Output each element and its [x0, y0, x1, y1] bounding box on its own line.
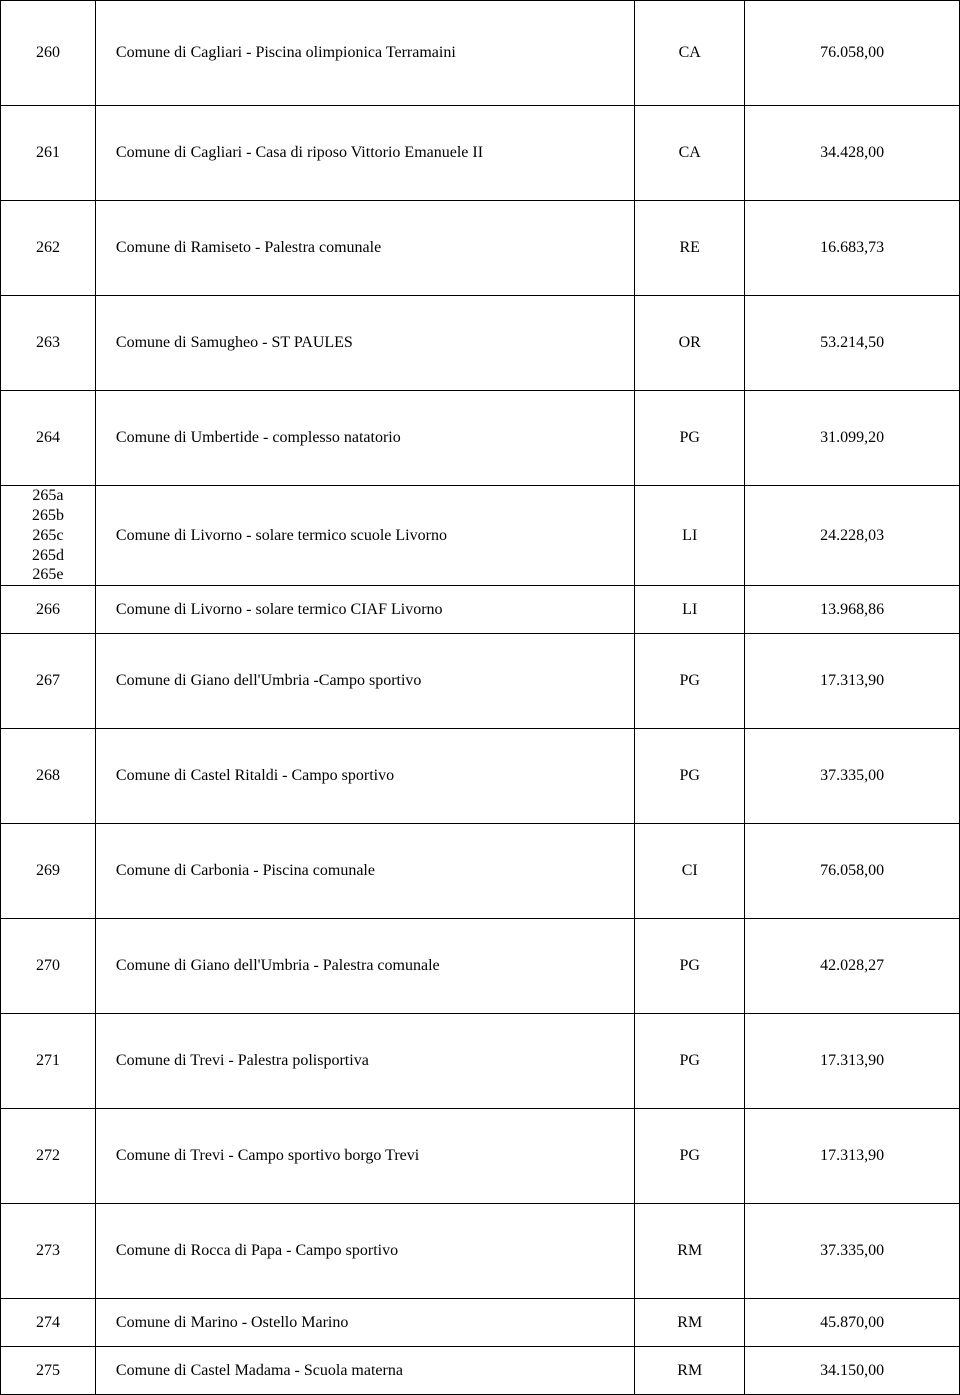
row-description: Comune di Castel Madama - Scuola materna: [95, 1347, 634, 1395]
row-id: 275: [1, 1347, 96, 1395]
row-description: Comune di Umbertide - complesso natatori…: [95, 391, 634, 486]
row-id: 265e: [1, 566, 96, 586]
row-id: 267: [1, 634, 96, 729]
row-description: Comune di Samugheo - ST PAULES: [95, 296, 634, 391]
table-row: 274Comune di Marino - Ostello MarinoRM45…: [1, 1299, 960, 1347]
row-description: Comune di Ramiseto - Palestra comunale: [95, 201, 634, 296]
table-row: 262Comune di Ramiseto - Palestra comunal…: [1, 201, 960, 296]
row-description: Comune di Livorno - solare termico CIAF …: [95, 586, 634, 634]
row-description: Comune di Trevi - Palestra polisportiva: [95, 1014, 634, 1109]
row-id: 264: [1, 391, 96, 486]
row-description: Comune di Cagliari - Piscina olimpionica…: [95, 1, 634, 106]
row-value: 76.058,00: [745, 1, 960, 106]
row-code: LI: [635, 486, 745, 586]
row-id: 269: [1, 824, 96, 919]
row-id: 273: [1, 1204, 96, 1299]
row-value: 17.313,90: [745, 634, 960, 729]
row-code: RE: [635, 201, 745, 296]
row-value: 24.228,03: [745, 486, 960, 586]
table-row: 273Comune di Rocca di Papa - Campo sport…: [1, 1204, 960, 1299]
table-row: 271Comune di Trevi - Palestra polisporti…: [1, 1014, 960, 1109]
row-code: PG: [635, 729, 745, 824]
row-id: 274: [1, 1299, 96, 1347]
row-id: 261: [1, 106, 96, 201]
row-code: OR: [635, 296, 745, 391]
row-id: 271: [1, 1014, 96, 1109]
row-code: CA: [635, 1, 745, 106]
row-code: PG: [635, 1014, 745, 1109]
row-value: 76.058,00: [745, 824, 960, 919]
row-code: PG: [635, 1109, 745, 1204]
row-code: LI: [635, 586, 745, 634]
row-value: 17.313,90: [745, 1014, 960, 1109]
table-row: 267Comune di Giano dell'Umbria -Campo sp…: [1, 634, 960, 729]
row-code: PG: [635, 634, 745, 729]
table-row: 269Comune di Carbonia - Piscina comunale…: [1, 824, 960, 919]
row-id: 265c: [1, 526, 96, 546]
data-table: 260Comune di Cagliari - Piscina olimpion…: [0, 0, 960, 1395]
table-row: 275Comune di Castel Madama - Scuola mate…: [1, 1347, 960, 1395]
row-id: 270: [1, 919, 96, 1014]
table-row: 268Comune di Castel Ritaldi - Campo spor…: [1, 729, 960, 824]
row-id: 265d: [1, 546, 96, 566]
table-row: 265aComune di Livorno - solare termico s…: [1, 486, 960, 506]
row-id: 262: [1, 201, 96, 296]
table-row: 264Comune di Umbertide - complesso natat…: [1, 391, 960, 486]
row-description: Comune di Giano dell'Umbria -Campo sport…: [95, 634, 634, 729]
row-value: 37.335,00: [745, 729, 960, 824]
row-code: PG: [635, 919, 745, 1014]
row-value: 31.099,20: [745, 391, 960, 486]
row-value: 13.968,86: [745, 586, 960, 634]
row-code: RM: [635, 1347, 745, 1395]
row-description: Comune di Giano dell'Umbria - Palestra c…: [95, 919, 634, 1014]
row-code: PG: [635, 391, 745, 486]
row-id: 268: [1, 729, 96, 824]
row-value: 17.313,90: [745, 1109, 960, 1204]
row-description: Comune di Carbonia - Piscina comunale: [95, 824, 634, 919]
row-value: 34.150,00: [745, 1347, 960, 1395]
row-id: 263: [1, 296, 96, 391]
row-code: CA: [635, 106, 745, 201]
row-value: 16.683,73: [745, 201, 960, 296]
row-id: 260: [1, 1, 96, 106]
table-row: 263Comune di Samugheo - ST PAULESOR53.21…: [1, 296, 960, 391]
row-value: 42.028,27: [745, 919, 960, 1014]
row-id: 265b: [1, 506, 96, 526]
row-value: 53.214,50: [745, 296, 960, 391]
row-id: 266: [1, 586, 96, 634]
row-description: Comune di Marino - Ostello Marino: [95, 1299, 634, 1347]
row-code: RM: [635, 1299, 745, 1347]
row-description: Comune di Castel Ritaldi - Campo sportiv…: [95, 729, 634, 824]
row-description: Comune di Rocca di Papa - Campo sportivo: [95, 1204, 634, 1299]
row-description: Comune di Cagliari - Casa di riposo Vitt…: [95, 106, 634, 201]
row-value: 37.335,00: [745, 1204, 960, 1299]
table-row: 270Comune di Giano dell'Umbria - Palestr…: [1, 919, 960, 1014]
table-row: 266Comune di Livorno - solare termico CI…: [1, 586, 960, 634]
row-value: 34.428,00: [745, 106, 960, 201]
table-row: 261Comune di Cagliari - Casa di riposo V…: [1, 106, 960, 201]
row-description: Comune di Livorno - solare termico scuol…: [95, 486, 634, 586]
table-row: 260Comune di Cagliari - Piscina olimpion…: [1, 1, 960, 106]
row-code: RM: [635, 1204, 745, 1299]
row-id: 272: [1, 1109, 96, 1204]
row-id: 265a: [1, 486, 96, 506]
row-value: 45.870,00: [745, 1299, 960, 1347]
row-code: CI: [635, 824, 745, 919]
table-row: 272Comune di Trevi - Campo sportivo borg…: [1, 1109, 960, 1204]
row-description: Comune di Trevi - Campo sportivo borgo T…: [95, 1109, 634, 1204]
